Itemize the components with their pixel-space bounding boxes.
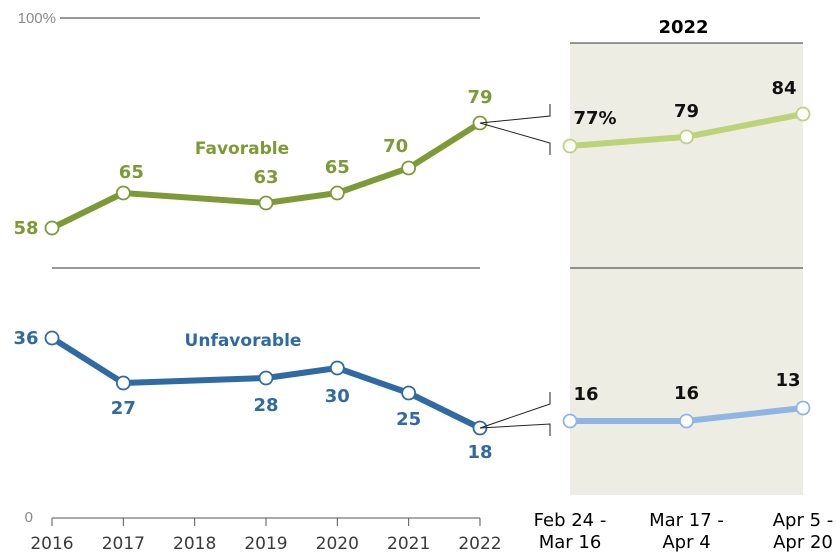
- data-label-unfavorable-2017: 27: [111, 398, 136, 419]
- series-name-favorable: Favorable: [195, 139, 289, 159]
- data-label-favorable-2021: 70: [383, 136, 408, 157]
- point-unfavorable-2017: [115, 375, 131, 391]
- point-unfavorable-2016: [44, 330, 60, 346]
- panel-data-label-favorable-1: 77%: [573, 108, 616, 129]
- connector-unfavorable-upper: [479, 392, 551, 429]
- data-label-unfavorable-2016: 36: [13, 328, 38, 349]
- data-label-unfavorable-2019: 28: [253, 395, 278, 416]
- panel-point-unfavorable-1: [562, 413, 578, 429]
- series-line-favorable: [49, 120, 483, 231]
- data-label-favorable-2019: 63: [253, 167, 278, 188]
- panel-data-label-unfavorable-1: 16: [573, 384, 598, 405]
- point-favorable-2019: [258, 195, 274, 211]
- panel-point-favorable-2: [679, 129, 694, 145]
- x-tick-label-2018: 2018: [173, 534, 216, 554]
- panel-data-label-unfavorable-3: 13: [775, 370, 800, 391]
- panel-point-favorable-3: [795, 106, 811, 122]
- series-line-unfavorable: [49, 335, 483, 431]
- panel-point-unfavorable-3: [795, 400, 811, 416]
- panel-x-label-3: Apr 5 -Apr 20: [773, 510, 834, 553]
- panel-x-label-2: Mar 17 -Apr 4: [649, 510, 724, 553]
- panel-x-label-1: Feb 24 -Mar 16: [534, 510, 607, 553]
- data-label-unfavorable-2020: 30: [325, 386, 350, 407]
- x-tick-label-2021: 2021: [387, 534, 430, 554]
- x-tick-label-2020: 2020: [316, 534, 359, 554]
- x-tick-label-2016: 2016: [30, 534, 73, 554]
- y-tick-label-100: 100%: [18, 10, 56, 27]
- data-label-favorable-2022: 79: [467, 87, 492, 108]
- panel-point-favorable-1: [562, 138, 578, 154]
- point-favorable-2021: [401, 160, 417, 176]
- point-favorable-2020: [329, 185, 345, 201]
- panel-title: 2022: [658, 17, 708, 38]
- point-unfavorable-2020: [329, 360, 345, 376]
- data-label-unfavorable-2022: 18: [467, 442, 492, 463]
- point-unfavorable-2019: [258, 370, 274, 386]
- point-favorable-2017: [115, 185, 131, 201]
- point-favorable-2016: [44, 220, 60, 236]
- data-label-favorable-2020: 65: [325, 157, 350, 178]
- connector-favorable-lower: [479, 122, 551, 155]
- connector-unfavorable-lower: [479, 423, 551, 436]
- x-tick-label-2022: 2022: [458, 534, 501, 554]
- x-tick-label-2017: 2017: [102, 534, 145, 554]
- panel-point-unfavorable-2: [679, 413, 694, 429]
- y-tick-label-0: 0: [25, 509, 33, 526]
- x-tick-label-2019: 2019: [244, 534, 287, 554]
- panel-data-label-favorable-3: 84: [771, 78, 796, 99]
- series-name-unfavorable: Unfavorable: [185, 331, 302, 351]
- data-label-favorable-2016: 58: [13, 218, 38, 239]
- data-label-unfavorable-2021: 25: [396, 409, 421, 430]
- point-unfavorable-2021: [401, 385, 417, 401]
- panel-data-label-favorable-2: 79: [674, 101, 699, 122]
- connector-favorable-upper: [479, 104, 551, 124]
- data-label-favorable-2017: 65: [119, 162, 144, 183]
- panel-data-label-unfavorable-2: 16: [674, 383, 699, 404]
